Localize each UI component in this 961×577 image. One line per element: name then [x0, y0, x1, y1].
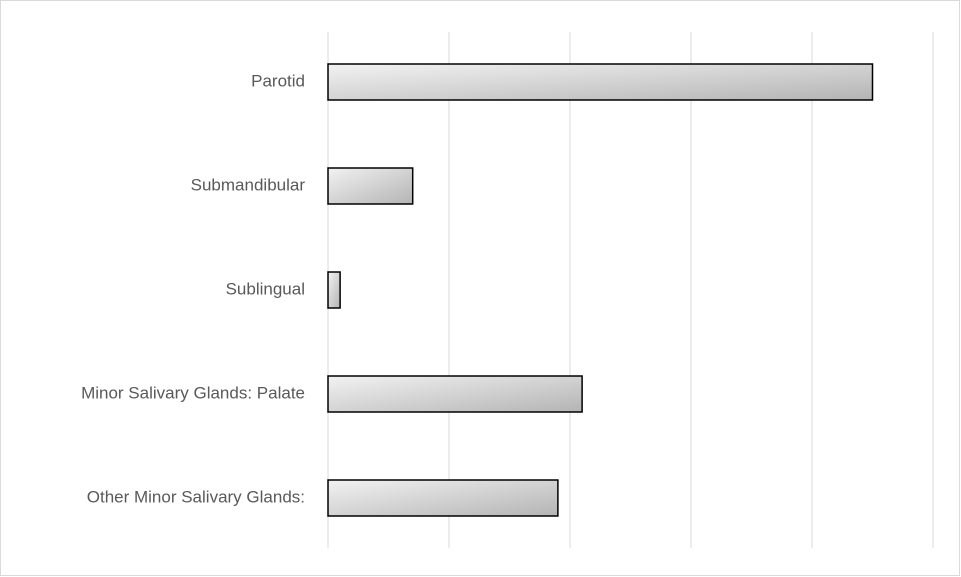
y-tick-label: Submandibular — [191, 175, 306, 194]
y-tick-label: Parotid — [251, 71, 305, 90]
bar — [327, 479, 559, 517]
y-tick-label: Other Minor Salivary Glands: — [87, 487, 305, 506]
bar — [327, 63, 874, 101]
bar — [327, 271, 341, 309]
y-tick-label: Sublingual — [226, 279, 305, 298]
bar — [327, 167, 414, 205]
bar — [327, 375, 583, 413]
y-tick-label: Minor Salivary Glands: Palate — [81, 383, 305, 402]
